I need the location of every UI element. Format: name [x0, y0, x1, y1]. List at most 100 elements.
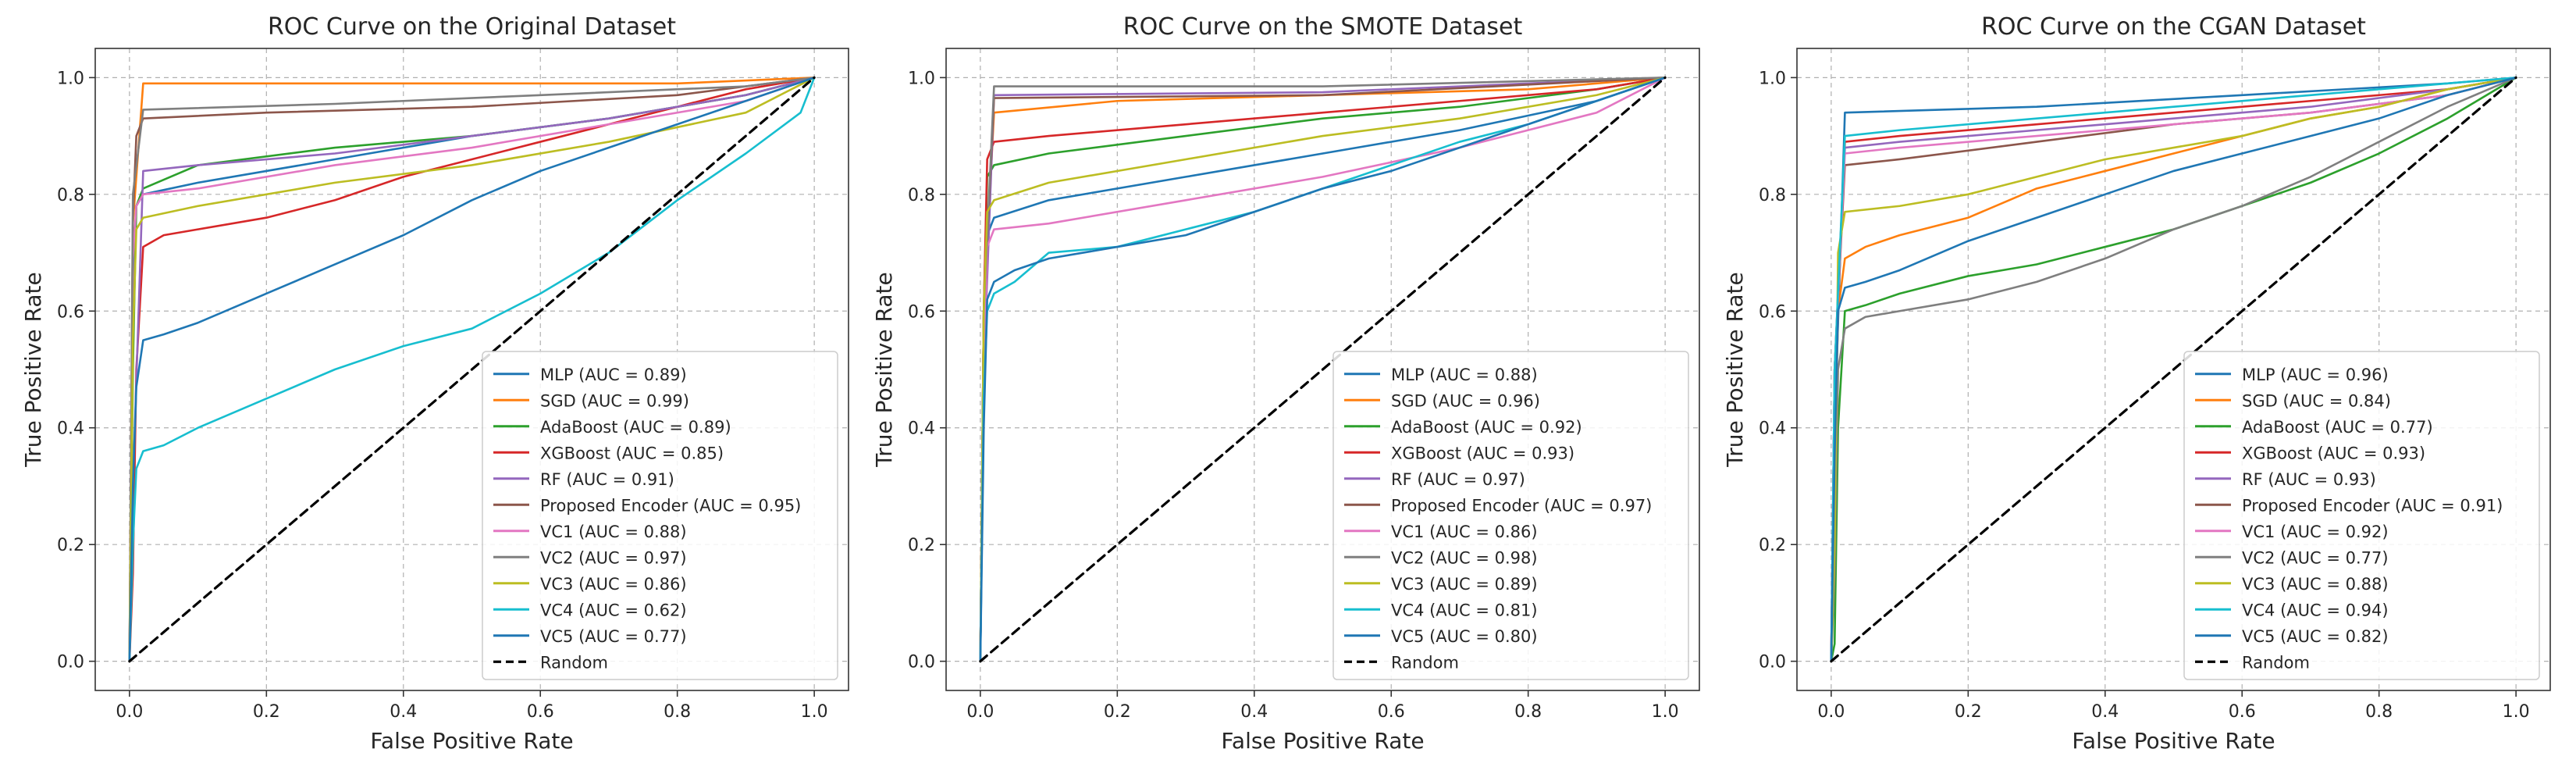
x-tick-label: 1.0	[801, 702, 828, 722]
legend-label: Random	[2242, 653, 2310, 672]
legend-label: VC3 (AUC = 0.88)	[2242, 575, 2389, 594]
legend-entry: AdaBoost (AUC = 0.92)	[1344, 418, 1582, 437]
series-line-12	[1830, 76, 2517, 663]
legend-entry: MLP (AUC = 0.96)	[2195, 366, 2389, 384]
legend-label: AdaBoost (AUC = 0.92)	[1391, 418, 1582, 437]
legend-label: RF (AUC = 0.93)	[2242, 470, 2376, 489]
x-tick-label: 1.0	[1652, 702, 1679, 722]
legend-label: VC2 (AUC = 0.98)	[1391, 548, 1538, 567]
x-tick-label: 0.2	[253, 702, 280, 722]
y-tick-label: 0.4	[1759, 419, 1786, 439]
chart-title: ROC Curve on the CGAN Dataset	[1981, 13, 2366, 41]
y-tick-label: 0.6	[908, 302, 935, 322]
legend-entry: VC3 (AUC = 0.86)	[493, 575, 687, 594]
series-line-11	[979, 77, 1667, 662]
series-group	[128, 76, 816, 663]
legend-entry: VC1 (AUC = 0.92)	[2195, 523, 2389, 541]
legend-label: VC5 (AUC = 0.77)	[540, 627, 687, 646]
plot-frame	[94, 48, 849, 691]
y-tick-label: 0.6	[57, 302, 84, 322]
ticks: 0.0 0.2 0.4 0.6 0.8 1.0 0.0 0.2 0.4 0.6 0.8 1.0	[908, 69, 1679, 722]
legend-label: AdaBoost (AUC = 0.77)	[2242, 418, 2433, 437]
legend-entry: AdaBoost (AUC = 0.77)	[2195, 418, 2433, 437]
legend-entry: VC5 (AUC = 0.77)	[493, 627, 687, 646]
series-line-10	[128, 77, 816, 662]
x-tick-label: 0.6	[527, 702, 554, 722]
legend-entry: Random	[2195, 653, 2310, 672]
series-group	[1830, 76, 2517, 663]
legend-entry: XGBoost (AUC = 0.93)	[1344, 444, 1574, 462]
legend-entry: RF (AUC = 0.97)	[1344, 470, 1525, 489]
legend-label: VC1 (AUC = 0.86)	[1391, 523, 1538, 541]
legend-entry: RF (AUC = 0.91)	[493, 470, 674, 489]
legend-entry: VC4 (AUC = 0.94)	[2195, 601, 2389, 619]
legend-entry: XGBoost (AUC = 0.93)	[2195, 444, 2425, 462]
series-line-11	[1830, 77, 2517, 662]
y-tick-label: 0.4	[908, 419, 935, 439]
x-tick-label: 0.8	[2365, 702, 2393, 722]
ticks: 0.0 0.2 0.4 0.6 0.8 1.0 0.0 0.2 0.4 0.6 0.8 1.0	[57, 69, 828, 722]
legend-box	[2183, 351, 2540, 680]
series-line-12	[128, 76, 816, 663]
legend: MLP (AUC = 0.89) SGD (AUC = 0.99) AdaBoost…	[482, 351, 838, 680]
legend-entry: Proposed Encoder (AUC = 0.95)	[493, 496, 801, 515]
legend-entry: RF (AUC = 0.93)	[2195, 470, 2376, 489]
x-tick-label: 0.4	[1240, 702, 1268, 722]
legend-label: VC5 (AUC = 0.80)	[1391, 627, 1538, 646]
legend-entry: VC5 (AUC = 0.80)	[1344, 627, 1538, 646]
y-axis-label: True Positive Rate	[20, 272, 46, 467]
series-line-10	[1830, 77, 2517, 662]
series-line-3	[1830, 77, 2517, 662]
legend: MLP (AUC = 0.88) SGD (AUC = 0.96) AdaBoost…	[1332, 351, 1689, 680]
series-line-9	[128, 77, 816, 662]
legend-entry: Proposed Encoder (AUC = 0.91)	[2195, 496, 2503, 515]
legend-entry: MLP (AUC = 0.88)	[1344, 366, 1538, 384]
legend-entry: VC2 (AUC = 0.97)	[493, 548, 687, 567]
x-tick-label: 0.8	[664, 702, 691, 722]
legend-entry: SGD (AUC = 0.84)	[2195, 391, 2391, 410]
legend-entry: AdaBoost (AUC = 0.89)	[493, 418, 731, 437]
legend-label: SGD (AUC = 0.99)	[540, 391, 689, 410]
y-tick-label: 0.4	[57, 419, 84, 439]
y-tick-label: 0.2	[57, 536, 84, 555]
legend-label: SGD (AUC = 0.96)	[1391, 391, 1540, 410]
ticks: 0.0 0.2 0.4 0.6 0.8 1.0 0.0 0.2 0.4 0.6 0.8 1.0	[1759, 69, 2530, 722]
legend: MLP (AUC = 0.96) SGD (AUC = 0.84) AdaBoost…	[2183, 351, 2540, 680]
legend-label: XGBoost (AUC = 0.93)	[2242, 444, 2425, 462]
legend-label: VC3 (AUC = 0.86)	[540, 575, 687, 594]
legend-label: VC5 (AUC = 0.82)	[2242, 627, 2389, 646]
legend-entry: VC3 (AUC = 0.88)	[2195, 575, 2389, 594]
legend-label: XGBoost (AUC = 0.85)	[540, 444, 724, 462]
y-tick-label: 1.0	[1759, 69, 1786, 88]
series-line-7	[128, 77, 816, 662]
y-tick-label: 0.8	[57, 186, 84, 205]
x-tick-label: 0.8	[1514, 702, 1542, 722]
y-tick-label: 0.0	[908, 653, 935, 672]
y-tick-label: 0.2	[908, 536, 935, 555]
roc-chart-3: 0.0 0.2 0.4 0.6 0.8 1.0 0.0 0.2 0.4 0.6 0.8 1.0 ROC …	[1722, 13, 2551, 754]
legend-box	[1332, 351, 1689, 680]
roc-chart-2: 0.0 0.2 0.4 0.6 0.8 1.0 0.0 0.2 0.4 0.6 0.8 1.0 ROC …	[871, 13, 1700, 754]
legend-label: VC1 (AUC = 0.92)	[2242, 523, 2389, 541]
legend-label: VC2 (AUC = 0.77)	[2242, 548, 2389, 567]
y-axis-label: True Positive Rate	[871, 272, 897, 467]
legend-label: XGBoost (AUC = 0.93)	[1391, 444, 1574, 462]
x-tick-label: 1.0	[2503, 702, 2530, 722]
y-tick-label: 0.0	[1759, 653, 1786, 672]
series-line-8	[128, 77, 816, 662]
x-tick-label: 0.2	[1955, 702, 1982, 722]
series-line-7	[979, 77, 1667, 662]
legend-box	[482, 351, 838, 680]
legend-entry: VC3 (AUC = 0.89)	[1344, 575, 1538, 594]
roc-chart-1: 0.0 0.2 0.4 0.6 0.8 1.0 0.0 0.2 0.4 0.6 0.8 1.0 ROC …	[20, 13, 849, 754]
legend-label: RF (AUC = 0.97)	[1391, 470, 1525, 489]
legend-label: VC4 (AUC = 0.94)	[2242, 601, 2389, 619]
legend-entry: VC2 (AUC = 0.98)	[1344, 548, 1538, 567]
legend-label: VC2 (AUC = 0.97)	[540, 548, 687, 567]
legend-label: VC1 (AUC = 0.88)	[540, 523, 687, 541]
series-line-12	[979, 76, 1667, 663]
legend-entry: MLP (AUC = 0.89)	[493, 366, 687, 384]
legend-label: SGD (AUC = 0.84)	[2242, 391, 2391, 410]
legend-entry: VC4 (AUC = 0.81)	[1344, 601, 1538, 619]
legend-label: VC3 (AUC = 0.89)	[1391, 575, 1538, 594]
